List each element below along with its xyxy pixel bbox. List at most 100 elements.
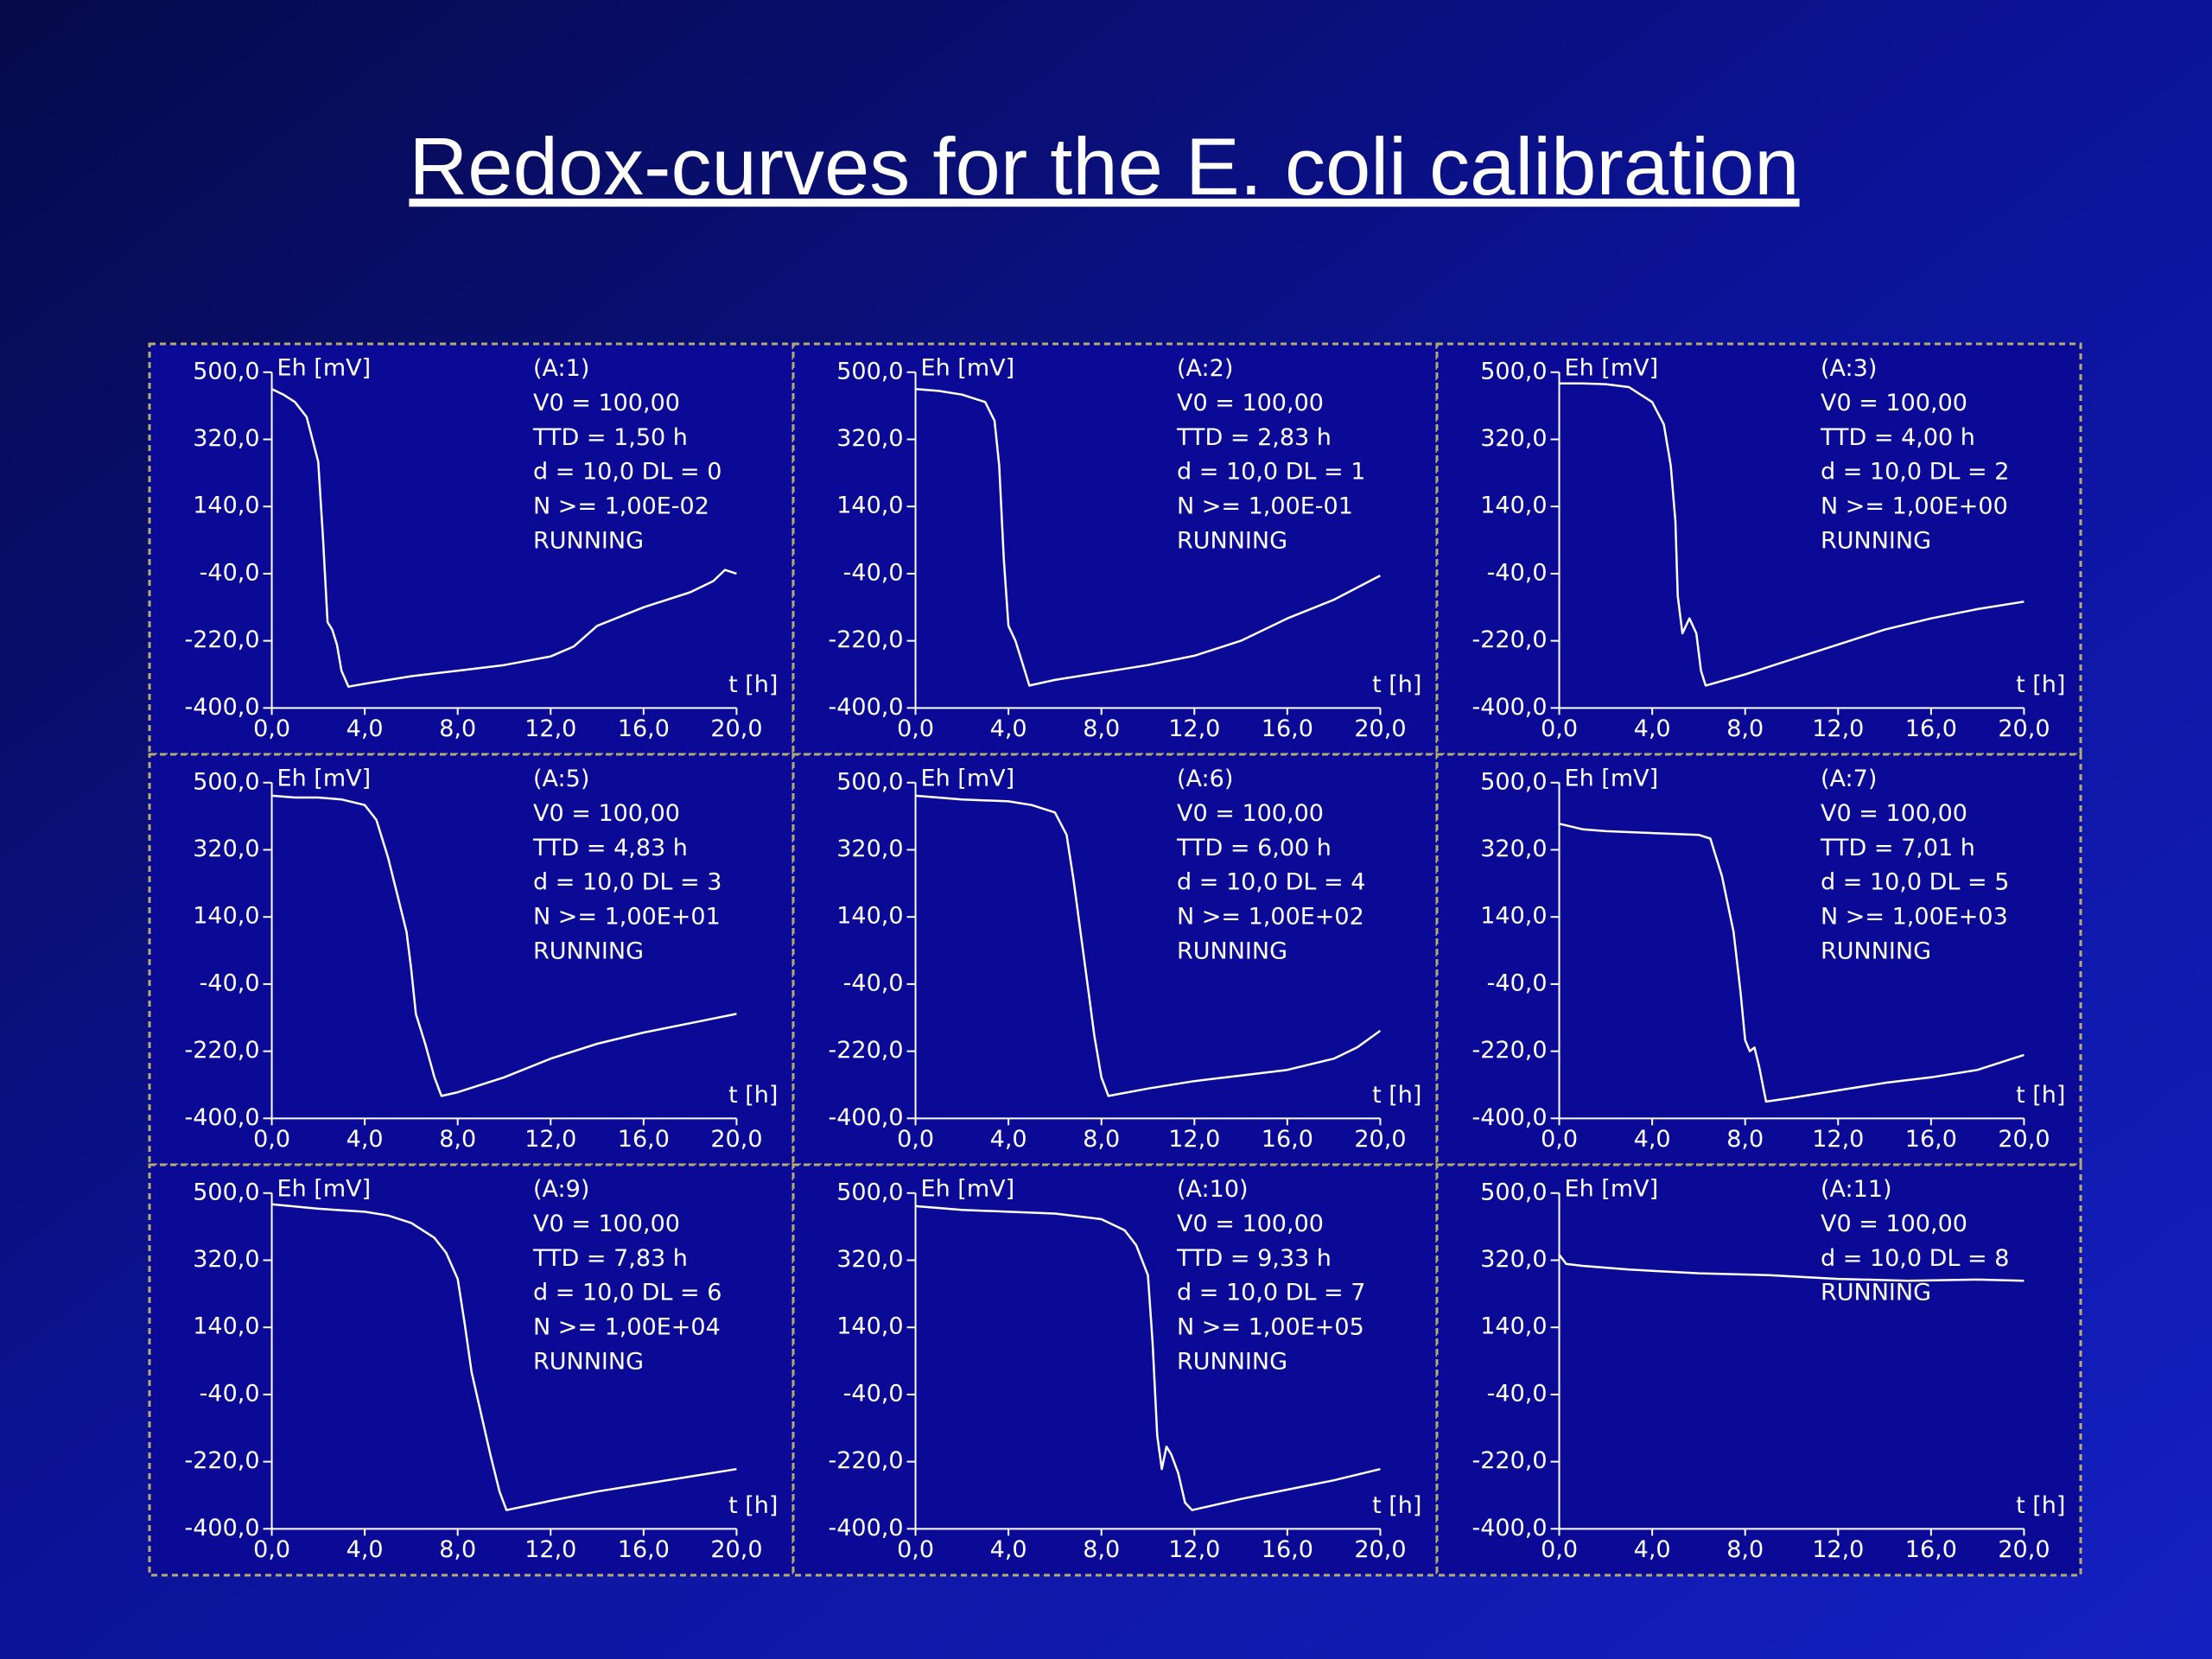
y-tick-label: 500,0	[193, 1179, 259, 1205]
y-tick-label: 500,0	[1480, 358, 1547, 385]
chart-grid: -400,0 -220,0 -40,0 140,0 320,0 500,0 0,0 4,0 8,…	[148, 342, 2082, 1577]
data-line	[271, 388, 737, 688]
annotation: N >= 1,00E-02	[533, 493, 709, 520]
annotation: d = 10,0 DL = 2	[1821, 459, 2009, 486]
annotation: RUNNING	[1821, 938, 1931, 964]
y-tick-label: -40,0	[843, 969, 904, 996]
x-axis-label: t [h]	[2016, 1082, 2065, 1109]
y-tick-label: 320,0	[836, 1246, 903, 1273]
panel-title: (A:7)	[1821, 766, 1877, 792]
y-tick-label: 500,0	[1480, 1179, 1547, 1205]
annotation: d = 10,0 DL = 0	[533, 459, 721, 486]
y-tick-label: 500,0	[836, 358, 903, 385]
panel-background	[148, 342, 795, 756]
x-axis-label: t [h]	[1372, 1082, 1421, 1109]
y-tick-label: 500,0	[836, 1179, 903, 1205]
chart-panel: -400,0 -220,0 -40,0 140,0 320,0 500,0 0,0 4,0 8,…	[791, 753, 1439, 1166]
y-tick-label: -220,0	[1472, 626, 1548, 653]
chart-panel: -400,0 -220,0 -40,0 140,0 320,0 500,0 0,0 4,0 8,…	[148, 753, 795, 1166]
y-axis-label: Eh [mV]	[1565, 354, 1659, 381]
x-tick-label: 16,0	[1262, 1536, 1313, 1563]
x-tick-label: 0,0	[1541, 715, 1578, 742]
y-tick-label: 500,0	[193, 358, 259, 385]
y-tick-label: -40,0	[200, 559, 260, 586]
data-line	[915, 387, 1381, 687]
x-tick-label: 20,0	[710, 715, 762, 742]
y-tick-label: 320,0	[193, 425, 259, 452]
y-tick-label: -220,0	[1472, 1037, 1548, 1064]
y-axis-label: Eh [mV]	[1565, 765, 1659, 791]
annotation: V0 = 100,00	[533, 800, 680, 827]
y-tick-label: 140,0	[193, 1313, 259, 1340]
panel-background	[1435, 342, 2082, 756]
x-tick-label: 4,0	[1634, 1126, 1671, 1153]
y-tick-label: 140,0	[193, 493, 259, 519]
x-tick-label: 8,0	[1726, 1536, 1764, 1563]
x-axis-label: t [h]	[1372, 1492, 1421, 1519]
x-tick-label: 0,0	[253, 1536, 290, 1563]
x-axis-label: t [h]	[2016, 671, 2065, 698]
x-tick-label: 4,0	[990, 1126, 1027, 1153]
x-tick-label: 0,0	[897, 1536, 934, 1563]
y-tick-label: -40,0	[1487, 969, 1548, 996]
x-tick-label: 8,0	[1726, 715, 1764, 742]
annotation: TTD = 1,50 h	[532, 424, 688, 451]
x-tick-label: 12,0	[1168, 715, 1220, 742]
slide-title: Redox-curves for the E. coli calibration	[409, 121, 1799, 212]
panel-title: (A:10)	[1177, 1176, 1249, 1203]
x-tick-label: 4,0	[990, 715, 1027, 742]
panel-background	[791, 342, 1439, 756]
y-tick-label: -400,0	[185, 1515, 260, 1541]
annotation: TTD = 7,01 h	[1820, 835, 1975, 861]
annotation: d = 10,0 DL = 6	[533, 1280, 721, 1306]
annotation: RUNNING	[1177, 1348, 1287, 1375]
y-axis-label: Eh [mV]	[277, 765, 372, 791]
annotation: TTD = 7,83 h	[532, 1245, 688, 1272]
y-axis-label: Eh [mV]	[1565, 1175, 1659, 1202]
annotation: V0 = 100,00	[1177, 800, 1324, 827]
x-tick-label: 8,0	[1083, 1536, 1120, 1563]
chart-panel: -400,0 -220,0 -40,0 140,0 320,0 500,0 0,0 4,0 8,…	[1435, 1163, 2082, 1577]
y-tick-label: -400,0	[1472, 1515, 1548, 1541]
chart-panel: -400,0 -220,0 -40,0 140,0 320,0 500,0 0,0 4,0 8,…	[791, 342, 1439, 756]
x-tick-label: 0,0	[1541, 1126, 1578, 1153]
x-tick-label: 12,0	[524, 1536, 576, 1563]
annotation: d = 10,0 DL = 4	[1177, 869, 1365, 896]
y-tick-label: 320,0	[193, 1246, 259, 1273]
annotation: TTD = 4,00 h	[1820, 424, 1975, 451]
y-tick-label: 500,0	[193, 768, 259, 795]
y-tick-label: -40,0	[843, 1380, 904, 1407]
x-tick-label: 4,0	[346, 1126, 384, 1153]
annotation: RUNNING	[1821, 527, 1931, 554]
y-tick-label: -400,0	[1472, 1104, 1548, 1131]
x-tick-label: 20,0	[1998, 715, 2050, 742]
annotation: TTD = 6,00 h	[1176, 835, 1332, 861]
y-tick-label: 320,0	[836, 836, 903, 862]
annotation: V0 = 100,00	[1177, 1211, 1324, 1237]
annotation: TTD = 4,83 h	[532, 835, 688, 861]
x-tick-label: 8,0	[1083, 715, 1120, 742]
y-tick-label: -400,0	[185, 1104, 260, 1131]
x-tick-label: 8,0	[439, 715, 476, 742]
y-tick-label: -400,0	[829, 1104, 904, 1131]
x-tick-label: 16,0	[618, 1126, 670, 1153]
x-tick-label: 8,0	[1083, 1126, 1120, 1153]
x-tick-label: 20,0	[1354, 715, 1406, 742]
annotation: RUNNING	[533, 527, 644, 554]
y-tick-label: 140,0	[836, 903, 903, 930]
y-axis-label: Eh [mV]	[921, 765, 1015, 791]
annotation: V0 = 100,00	[533, 390, 680, 416]
annotation: N >= 1,00E+01	[533, 904, 721, 931]
y-axis-label: Eh [mV]	[277, 354, 372, 381]
annotation: V0 = 100,00	[1821, 800, 1967, 827]
x-tick-label: 12,0	[1168, 1126, 1220, 1153]
y-tick-label: 500,0	[1480, 768, 1547, 795]
panel-background	[791, 1163, 1439, 1577]
y-tick-label: 320,0	[836, 425, 903, 452]
annotation: d = 10,0 DL = 8	[1821, 1245, 2009, 1272]
annotation: d = 10,0 DL = 5	[1821, 869, 2009, 896]
x-tick-label: 12,0	[1812, 1126, 1864, 1153]
y-tick-label: -220,0	[1472, 1447, 1548, 1474]
panel-background	[791, 753, 1439, 1166]
annotation: V0 = 100,00	[533, 1211, 680, 1237]
